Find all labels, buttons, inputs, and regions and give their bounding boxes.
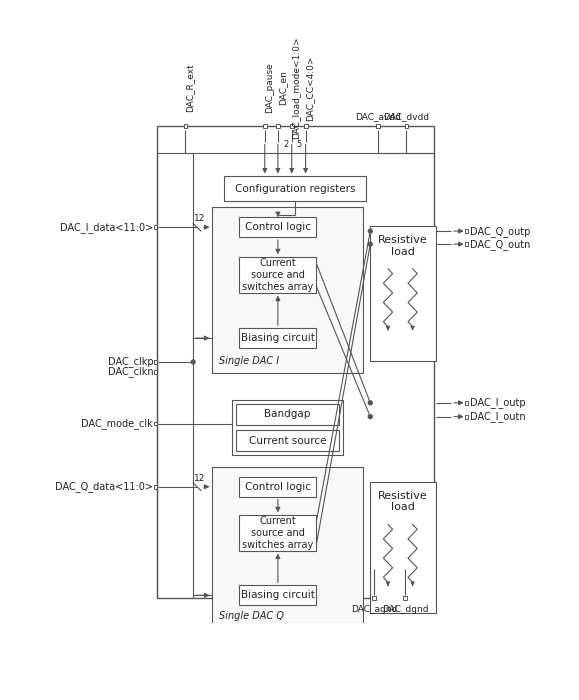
Text: DAC_I_outp: DAC_I_outp: [470, 398, 525, 408]
Bar: [376, 125, 380, 128]
Bar: [153, 485, 157, 489]
Text: 5: 5: [297, 140, 302, 149]
Text: DAC_mode_clk: DAC_mode_clk: [82, 418, 153, 429]
Bar: [303, 125, 307, 128]
Text: DAC_clkp: DAC_clkp: [108, 356, 153, 368]
Text: 2: 2: [283, 140, 288, 149]
Bar: [153, 370, 157, 374]
Text: DAC_pause: DAC_pause: [265, 62, 274, 113]
Text: DAC_dgnd: DAC_dgnd: [382, 605, 428, 613]
Text: Configuration registers: Configuration registers: [235, 183, 356, 194]
Text: Control logic: Control logic: [245, 222, 311, 232]
Text: DAC_agnd: DAC_agnd: [351, 605, 397, 613]
Text: DAC_Q_outn: DAC_Q_outn: [470, 239, 530, 250]
Bar: [212, 467, 362, 629]
Bar: [239, 585, 316, 606]
Bar: [157, 126, 434, 598]
Text: DAC_I_outn: DAC_I_outn: [470, 411, 525, 422]
Text: DAC_Q_outp: DAC_Q_outp: [470, 225, 530, 237]
Bar: [405, 125, 408, 128]
Bar: [239, 217, 316, 237]
Bar: [239, 328, 316, 348]
Bar: [236, 403, 339, 425]
Bar: [153, 225, 157, 229]
Text: Resistive
load: Resistive load: [378, 235, 428, 256]
Text: DAC_Q_data<11:0>: DAC_Q_data<11:0>: [55, 482, 153, 492]
Bar: [224, 176, 367, 201]
Text: DAC_clkn: DAC_clkn: [108, 367, 153, 377]
Text: 12: 12: [193, 473, 205, 482]
Bar: [153, 360, 157, 364]
Text: 12: 12: [193, 214, 205, 223]
Text: Single DAC I: Single DAC I: [219, 356, 278, 365]
Bar: [239, 515, 316, 551]
Circle shape: [368, 414, 372, 419]
Circle shape: [368, 242, 372, 246]
Text: Current
source and
switches array: Current source and switches array: [242, 517, 313, 550]
Bar: [403, 596, 407, 601]
Bar: [236, 430, 339, 452]
Text: DAC_I_data<11:0>: DAC_I_data<11:0>: [60, 222, 153, 232]
Bar: [372, 596, 376, 601]
Circle shape: [368, 229, 372, 233]
Bar: [153, 421, 157, 426]
Circle shape: [368, 401, 372, 405]
Text: DAC_CC<4:0>: DAC_CC<4:0>: [306, 55, 314, 120]
Bar: [290, 125, 294, 128]
Bar: [232, 400, 343, 455]
Bar: [212, 207, 362, 372]
Text: Current source: Current source: [249, 435, 326, 445]
Bar: [464, 229, 468, 233]
Bar: [464, 401, 468, 405]
Bar: [239, 477, 316, 497]
Text: DAC_dvdd: DAC_dvdd: [383, 112, 430, 121]
Text: Control logic: Control logic: [245, 482, 311, 491]
Bar: [239, 258, 316, 293]
Text: Current
source and
switches array: Current source and switches array: [242, 258, 313, 292]
Text: DAC_avdd: DAC_avdd: [355, 112, 401, 121]
Text: Resistive
load: Resistive load: [378, 491, 428, 512]
Text: DAC_en: DAC_en: [278, 71, 287, 105]
Bar: [371, 482, 436, 613]
Bar: [464, 414, 468, 419]
Text: DAC_R_ext: DAC_R_ext: [185, 64, 195, 112]
Text: Biasing circuit: Biasing circuit: [241, 333, 315, 343]
Text: Biasing circuit: Biasing circuit: [241, 590, 315, 601]
Text: DAC_load_mode<1:0>: DAC_load_mode<1:0>: [292, 36, 301, 139]
Bar: [184, 125, 188, 128]
Text: Single DAC Q: Single DAC Q: [219, 611, 284, 621]
Bar: [263, 125, 267, 128]
Bar: [276, 125, 280, 128]
Bar: [464, 242, 468, 246]
Bar: [371, 227, 436, 361]
Text: Bandgap: Bandgap: [264, 410, 311, 419]
Circle shape: [191, 360, 195, 364]
